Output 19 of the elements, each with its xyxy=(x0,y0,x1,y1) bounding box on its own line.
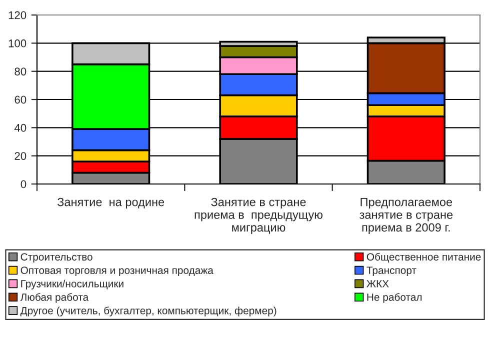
legend-label: Строительство xyxy=(20,253,92,263)
y-tick-label: 20 xyxy=(14,152,26,160)
y-tick-label: 40 xyxy=(14,124,26,132)
y-tick-label: 120 xyxy=(8,11,26,20)
legend-label: Грузчики/носильщики xyxy=(21,280,124,290)
y-tick-label: 100 xyxy=(8,39,26,48)
legend-label: Транспорт xyxy=(366,266,416,276)
y-tick-label: 0 xyxy=(20,180,26,188)
y-tick-label: 60 xyxy=(14,96,26,104)
y-tick-label: 80 xyxy=(14,68,26,76)
x-tick-label: Занятие на родине xyxy=(57,198,164,209)
x-tick-label: Занятие в стране приема в предыдущую миграцию xyxy=(194,198,322,234)
legend-label: Общественное питание xyxy=(366,252,481,263)
x-tick-label: Предполагаемое занятие в стране приема в 2009 г. xyxy=(360,198,453,234)
legend-label: Любая работа xyxy=(20,293,89,303)
legend-label: Другое (учитель, бухгалтер, компьютерщик, фермер) xyxy=(20,306,276,316)
legend-label: ЖКХ xyxy=(366,280,389,288)
legend-label: Оптовая торговля и розничная продажа xyxy=(20,266,214,276)
legend-label: Не работал xyxy=(367,293,422,303)
